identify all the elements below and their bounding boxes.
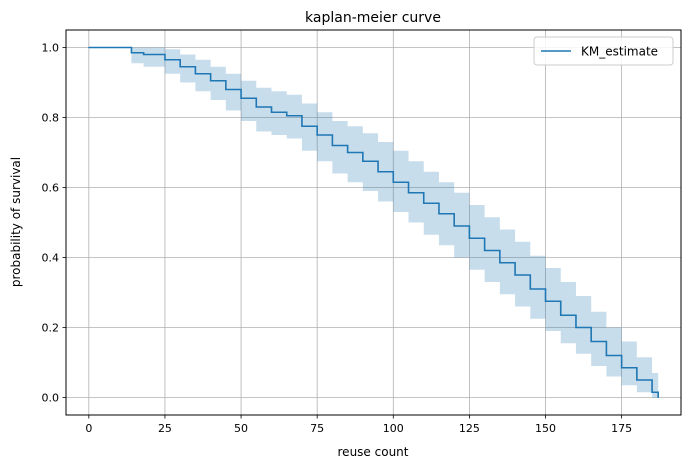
data-point: [255, 106, 257, 108]
data-point: [423, 202, 425, 204]
legend-box: [533, 36, 674, 66]
y-tick-label: 0.0: [42, 392, 60, 405]
data-point: [514, 274, 516, 276]
data-point: [301, 125, 303, 127]
x-tick-label: 150: [535, 422, 556, 435]
confidence-band-layer: [88, 47, 659, 398]
legend: KM_estimate: [533, 36, 674, 66]
x-tick-label: 100: [383, 422, 404, 435]
data-point: [544, 300, 547, 302]
data-point: [484, 249, 486, 252]
data-point: [590, 340, 592, 343]
data-point: [362, 160, 364, 162]
data-point: [453, 225, 455, 227]
data-point: [347, 151, 349, 154]
data-point: [225, 88, 227, 91]
data-point: [651, 391, 653, 393]
x-axis-ticks: 0 25 50 75 100 125 150 175: [85, 415, 632, 435]
data-point: [270, 111, 273, 113]
series-line-layer: [88, 46, 659, 399]
plot-frame: [65, 29, 682, 416]
y-tick-label: 0.8: [42, 112, 60, 125]
data-point: [560, 314, 562, 316]
data-point: [407, 192, 410, 194]
data-point: [529, 288, 531, 290]
data-point: [377, 171, 379, 173]
data-point: [331, 144, 333, 147]
data-point: [286, 115, 288, 117]
x-tick-label: 0: [85, 422, 92, 435]
data-point: [575, 326, 577, 329]
data-point: [143, 53, 145, 56]
chart-title: kaplan-meier curve: [305, 10, 441, 26]
data-point: [210, 80, 212, 82]
data-point: [657, 396, 659, 399]
y-tick-label: 0.4: [42, 252, 60, 265]
x-tick-label: 25: [158, 422, 172, 435]
x-tick-label: 175: [611, 422, 632, 435]
x-axis-label: reuse count: [338, 445, 409, 459]
data-point: [316, 134, 318, 136]
data-point: [392, 181, 394, 183]
y-axis-ticks: 0.0 0.2 0.4 0.6 0.8 1.0: [42, 42, 66, 405]
y-tick-label: 1.0: [42, 42, 60, 55]
confidence-band: [88, 47, 659, 398]
data-point: [194, 73, 196, 75]
data-point: [88, 46, 90, 49]
x-tick-label: 75: [310, 422, 324, 435]
data-point: [438, 213, 440, 215]
data-point: [240, 97, 242, 99]
y-tick-label: 0.6: [42, 182, 60, 195]
data-point: [605, 354, 608, 357]
legend-label: KM_estimate: [581, 45, 658, 59]
y-axis-label: probability of survival: [9, 157, 23, 287]
y-tick-label: 0.2: [42, 322, 60, 335]
x-tick-label: 50: [234, 422, 248, 435]
data-point: [621, 367, 623, 369]
data-point: [636, 379, 638, 381]
x-tick-label: 125: [459, 422, 480, 435]
data-point: [130, 52, 133, 54]
data-point: [499, 262, 501, 264]
data-point: [468, 237, 471, 239]
data-point: [179, 66, 181, 68]
data-point: [164, 59, 166, 61]
